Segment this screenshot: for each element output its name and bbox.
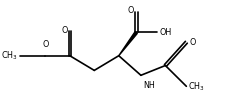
Text: O: O	[190, 38, 196, 47]
Text: O: O	[128, 6, 134, 15]
Text: OH: OH	[159, 28, 171, 37]
Text: CH$_3$: CH$_3$	[1, 49, 18, 62]
Text: NH: NH	[143, 81, 155, 90]
Text: O: O	[62, 26, 68, 35]
Text: CH$_3$: CH$_3$	[188, 80, 205, 93]
Text: O: O	[42, 40, 48, 49]
Polygon shape	[119, 32, 137, 56]
